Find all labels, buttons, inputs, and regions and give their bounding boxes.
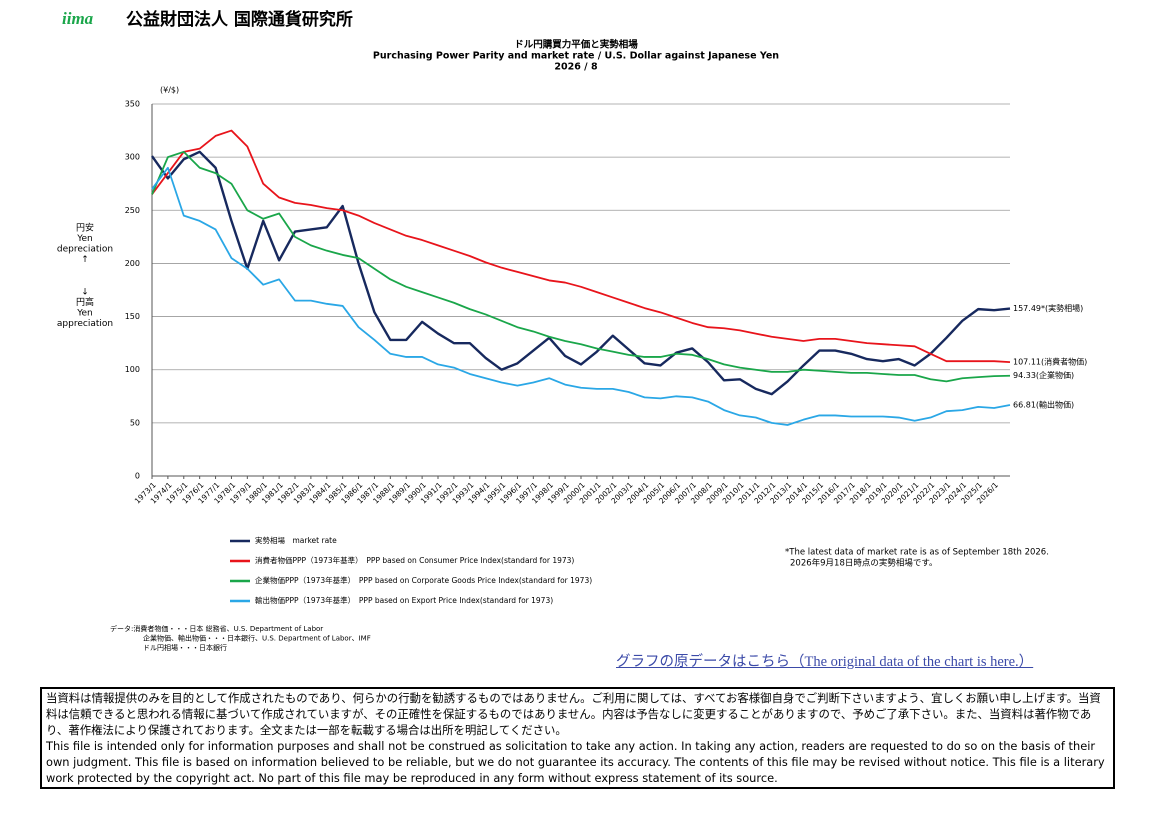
series-line — [151, 150, 1011, 383]
source: データ:消費者物価・・・日本 総務省、U.S. Department of La… — [110, 624, 323, 633]
annotation-up: ↑ — [81, 255, 89, 265]
series-line — [151, 150, 1011, 396]
end-label: 157.49*(実勢相場) — [1013, 303, 1083, 313]
org-name: 公益財団法人 国際通貨研究所 — [126, 9, 353, 30]
legend-label: 消費者物価PPP（1973年基準） PPP based on Consumer … — [255, 555, 574, 565]
disclaimer: 当資料は情報提供のみを目的として作成されたものであり、何らかの行動を勧誘するもの… — [40, 687, 1115, 789]
note: 2026年9月18日時点の実勢相場です。 — [790, 558, 938, 569]
end-label: 107.11(消費者物価) — [1013, 357, 1087, 367]
disclaimer-ja: 当資料は情報提供のみを目的として作成されたものであり、何らかの行動を勧誘するもの… — [46, 691, 1101, 737]
y-tick-label: 350 — [125, 100, 140, 109]
legend-label: 企業物価PPP（1973年基準） PPP based on Corporate … — [255, 575, 592, 585]
y-tick-label: 150 — [125, 312, 140, 321]
data-link[interactable]: グラフの原データはこちら（The original data of the ch… — [616, 654, 1034, 670]
chart-date: 2026 / 8 — [554, 62, 598, 73]
note: *The latest data of market rate is as of… — [785, 548, 1049, 558]
y-tick-label: 0 — [135, 472, 140, 481]
annotation-down: 円高 — [76, 296, 94, 308]
y-tick-label: 200 — [125, 259, 140, 268]
disclaimer-en: This file is intended only for informati… — [46, 739, 1105, 785]
annotation-down: ↓ — [81, 288, 89, 298]
annotation-down: appreciation — [57, 319, 113, 329]
y-tick-label: 250 — [125, 206, 140, 215]
end-label: 94.33(企業物価) — [1013, 370, 1074, 380]
series-line — [151, 129, 1011, 364]
legend-label: 輸出物価PPP（1973年基準） PPP based on Export Pri… — [255, 595, 553, 605]
end-label: 66.81(輸出物価) — [1013, 399, 1074, 409]
chart-subtitle: Purchasing Power Parity and market rate … — [373, 51, 779, 62]
y-tick-label: 100 — [125, 365, 140, 374]
logo: iima — [62, 9, 94, 28]
annotation-up: 円安 — [76, 222, 94, 234]
annotation-up: depreciation — [57, 245, 113, 255]
annotation-down: Yen — [76, 309, 93, 319]
chart: iima 公益財団法人 国際通貨研究所 ドル円購買力平価と実勢相場 Purcha… — [57, 9, 1087, 652]
y-tick-label: 300 — [125, 153, 140, 162]
annotation-up: Yen — [76, 234, 93, 244]
series-line — [151, 166, 1011, 426]
legend-label: 実勢相場 market rate — [255, 535, 337, 545]
y-tick-label: 50 — [130, 418, 140, 427]
y-axis-label: (¥/$) — [160, 86, 179, 95]
source: ドル円相場・・・日本銀行 — [143, 643, 227, 652]
source: 企業物価、輸出物価・・・日本銀行、U.S. Department of Labo… — [143, 634, 371, 643]
chart-title: ドル円購買力平価と実勢相場 — [514, 39, 638, 51]
